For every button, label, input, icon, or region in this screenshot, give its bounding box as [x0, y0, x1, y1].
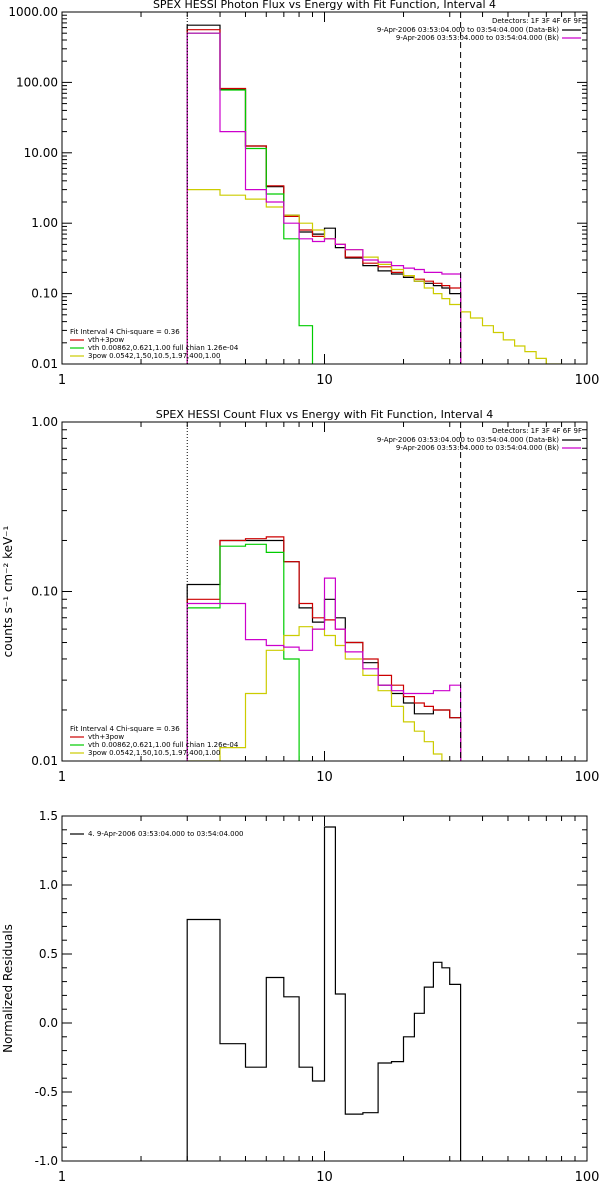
y-tick-label: 1.00: [31, 216, 58, 230]
x-tick-label: 1: [58, 373, 66, 388]
legend-entry: vth 0.00862,0.621,1.00 full chian 1.26e-…: [88, 741, 239, 749]
series-line-data-bk: [186, 539, 462, 761]
series-line-vth-3pow: [186, 29, 462, 364]
y-tick-label: 1.5: [39, 809, 58, 823]
y-tick-label: 0.0: [39, 1016, 58, 1030]
x-tick-label: 10: [316, 373, 333, 388]
y-tick-label: 1000.00: [8, 5, 58, 19]
x-tick-label: 10: [316, 1170, 333, 1185]
y-tick-label: 0.01: [31, 754, 58, 768]
series-line-bk: [186, 577, 462, 761]
legend-entry: 4. 9-Apr-2006 03:53:04.000 to 03:54:04.0…: [88, 830, 243, 838]
y-tick-label: 0.5: [39, 947, 58, 961]
detectors-label: Detectors: 1F 3F 4F 6F 9F: [492, 427, 582, 435]
chart-title: SPEX HESSI Count Flux vs Energy with Fit…: [156, 408, 493, 421]
series-line-bk: [186, 32, 462, 364]
legend-entry: 9-Apr-2006 03:53:04.000 to 03:54:04.000 …: [396, 34, 559, 42]
legend-entry: vth 0.00862,0.621,1.00 full chian 1.26e-…: [88, 344, 239, 352]
legend-entry: 9-Apr-2006 03:53:04.000 to 03:54:04.000 …: [377, 26, 559, 34]
y-axis-label: Normalized Residuals: [1, 924, 15, 1053]
legend-entry: 3pow 0.0542,1.50,10.5,1.97,400,1.00: [88, 749, 220, 757]
y-axis-label: counts s⁻¹ cm⁻² keV⁻¹: [1, 525, 15, 657]
y-tick-label: 0.10: [31, 585, 58, 599]
plot-area: [186, 826, 462, 1161]
plot-frame: [61, 11, 588, 365]
y-tick-label: 1.0: [39, 878, 58, 892]
legend-entry: vth+3pow: [88, 733, 124, 741]
panel-3: Normalized Residuals 1 10 100 -1.0 -0.5 0.0 0.5…: [1, 809, 599, 1185]
y-tick-label: 0.01: [31, 357, 58, 371]
plot-area: [186, 24, 562, 364]
series-line-3pow: [186, 189, 562, 364]
x-tick-label: 100: [575, 373, 600, 388]
y-tick-label: 100.00: [16, 75, 58, 89]
legend-entry: 9-Apr-2006 03:53:04.000 to 03:54:04.000 …: [396, 444, 559, 452]
plot-frame: [61, 421, 588, 762]
y-tick-label: 0.10: [31, 287, 58, 301]
legend-entry: 9-Apr-2006 03:53:04.000 to 03:54:04.000 …: [377, 436, 559, 444]
y-tick-label: 10.00: [24, 146, 58, 160]
panel-2: SPEX HESSI Count Flux vs Energy with Fit…: [1, 408, 599, 785]
x-tick-label: 1: [58, 770, 66, 785]
y-tick-label: -1.0: [35, 1154, 58, 1168]
plot-frame: [61, 815, 588, 1162]
x-tick-label: 100: [575, 1170, 600, 1185]
series-line-residuals: [186, 826, 462, 1161]
plot-area: [186, 536, 462, 761]
panel-1: SPEX HESSI Photon Flux vs Energy with Fi…: [8, 0, 599, 388]
x-tick-label: 100: [575, 770, 600, 785]
fit-info-text: Fit Interval 4 Chi-square = 0.36: [70, 328, 180, 336]
series-line-vth: [186, 543, 300, 761]
x-tick-label: 10: [316, 770, 333, 785]
series-line-vth-3pow: [186, 536, 462, 761]
chart-title: SPEX HESSI Photon Flux vs Energy with Fi…: [153, 0, 496, 11]
legend-entry: vth+3pow: [88, 336, 124, 344]
x-tick-label: 1: [58, 1170, 66, 1185]
y-tick-label: -0.5: [35, 1085, 58, 1099]
y-tick-label: 1.00: [31, 415, 58, 429]
legend-entry: 3pow 0.0542,1.50,10.5,1.97,400,1.00: [88, 352, 220, 360]
fit-info-text: Fit Interval 4 Chi-square = 0.36: [70, 725, 180, 733]
detectors-label: Detectors: 1F 3F 4F 6F 9F: [492, 17, 582, 25]
